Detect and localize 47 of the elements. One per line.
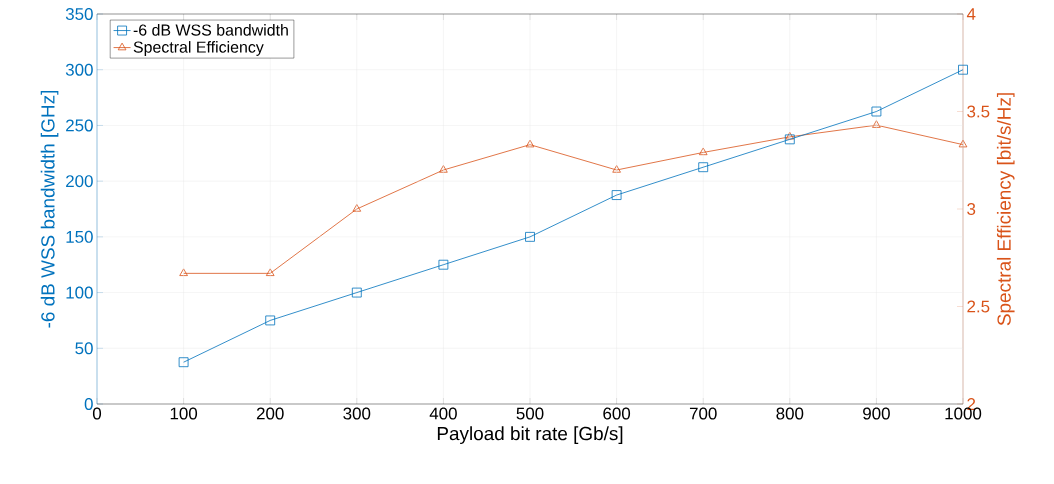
- point: [352, 204, 362, 212]
- y-tick-label: 300: [65, 63, 93, 76]
- point: [698, 147, 708, 156]
- x-tick-label: 900: [863, 407, 890, 420]
- point: [958, 139, 968, 148]
- x-tick-label: 800: [776, 407, 804, 420]
- y-tick-label: 50: [75, 342, 93, 355]
- y2-tick-label: 2.5: [967, 300, 990, 313]
- point: [612, 165, 621, 173]
- y-tick-label: 200: [66, 175, 93, 188]
- x-tick-label: 300: [343, 407, 371, 420]
- y-tick-label: 100: [66, 286, 93, 299]
- y2-tick-label: 3.5: [967, 105, 990, 118]
- point: [438, 259, 449, 270]
- x-tick-label: 200: [256, 407, 284, 420]
- point: [871, 106, 882, 117]
- point: [178, 357, 189, 368]
- x-tick-label: 500: [516, 407, 544, 420]
- x-tick-label: 400: [429, 407, 457, 420]
- x-tick-label: 700: [689, 407, 717, 420]
- point: [611, 190, 622, 200]
- point: [784, 134, 795, 145]
- point: [179, 268, 188, 276]
- point: [785, 131, 795, 140]
- y-axis-title: -6 dB WSS bandwidth [GHz]: [40, 90, 59, 328]
- legend-label: Spectral Efficiency: [133, 41, 264, 56]
- point: [698, 162, 709, 173]
- point: [265, 268, 275, 276]
- y2-axis-title: Spectral Efficiency [bit/s/Hz]: [996, 93, 1015, 326]
- y2-tick-label: 4: [966, 8, 976, 20]
- x-tick-label: 0: [92, 407, 102, 420]
- x-tick-label: 100: [170, 407, 198, 420]
- y-tick-label: 250: [66, 119, 93, 132]
- x-axis-title: Payload bit rate [Gb/s]: [437, 426, 623, 444]
- x-tick-label: 600: [603, 407, 631, 420]
- y-tick-label: 150: [66, 230, 93, 243]
- point: [265, 315, 276, 326]
- point: [525, 231, 535, 242]
- point: [351, 287, 362, 298]
- y-tick-label: 0: [84, 398, 93, 410]
- y-tick-label: 350: [65, 8, 93, 20]
- point: [958, 64, 968, 75]
- point: [525, 139, 535, 148]
- y2-tick-label: 3: [967, 203, 976, 215]
- point: [439, 165, 448, 173]
- legend-label: -6 dB WSS bandwidth: [133, 24, 288, 36]
- point: [872, 120, 881, 128]
